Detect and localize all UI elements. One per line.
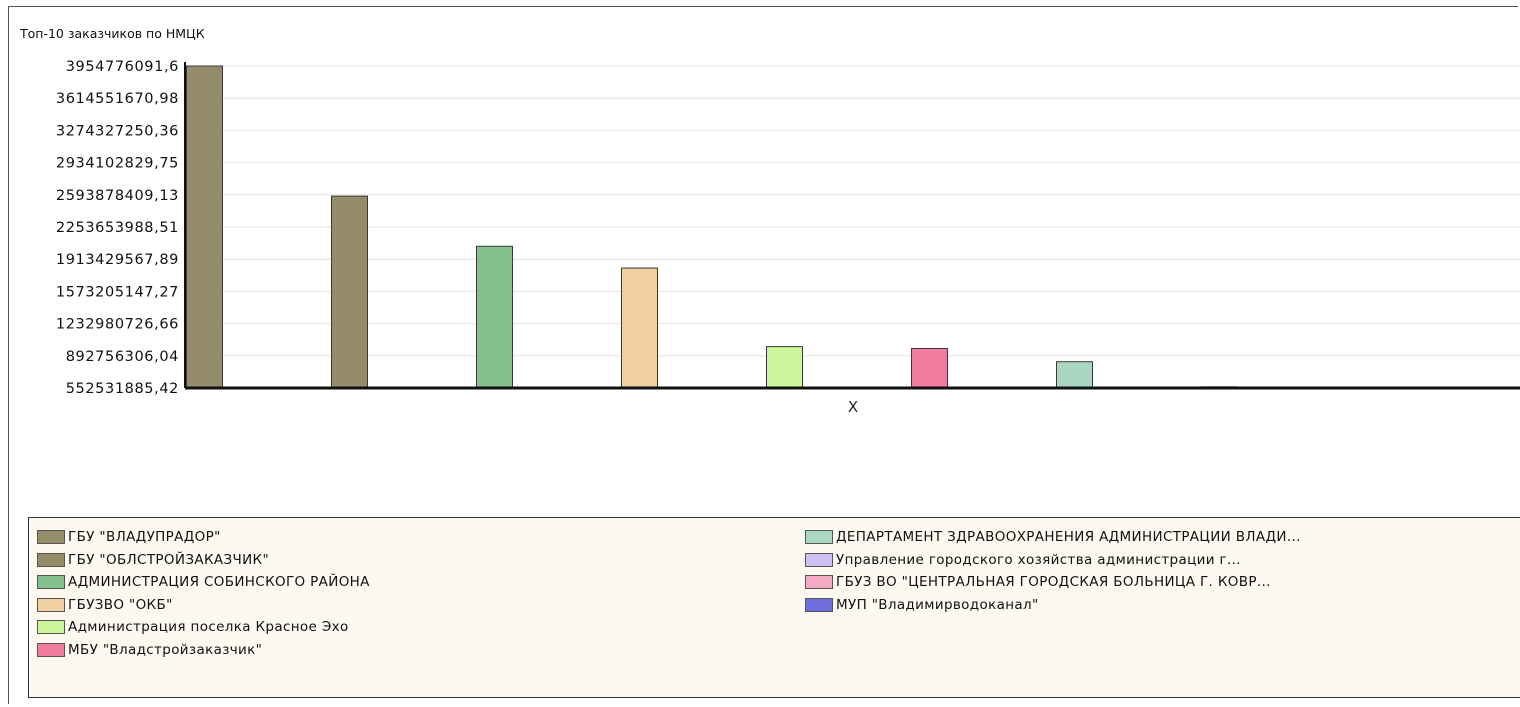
legend-column-right: ДЕПАРТАМЕНТ ЗДРАВООХРАНЕНИЯ АДМИНИСТРАЦИ…	[805, 526, 1301, 616]
y-tick-label: 892756306,04	[66, 349, 179, 365]
legend-swatch	[37, 620, 65, 635]
legend-swatch	[805, 552, 833, 567]
legend-column-left: ГБУ "ВЛАДУПРАДОР" ГБУ "ОБЛСТРОЙЗАКАЗЧИК" А…	[37, 526, 370, 661]
legend-swatch	[37, 642, 65, 657]
legend-swatch	[805, 530, 833, 545]
legend-label: ГБУЗВО "ОКБ"	[68, 596, 173, 613]
bar	[1056, 361, 1093, 389]
legend-item: Управление городского хозяйства админист…	[805, 549, 1301, 572]
legend-swatch	[37, 575, 65, 590]
legend-swatch	[37, 597, 65, 612]
bar	[621, 267, 658, 389]
bar	[186, 65, 223, 389]
legend-item: ДЕПАРТАМЕНТ ЗДРАВООХРАНЕНИЯ АДМИНИСТРАЦИ…	[805, 526, 1301, 549]
chart-frame	[8, 6, 1518, 704]
bar-chart: 3954776091,6 3614551670,98 3274327250,36 29…	[56, 59, 1520, 416]
y-tick-label: 2934102829,75	[56, 156, 179, 172]
y-tick-label: 3274327250,36	[56, 123, 179, 139]
legend-item: Администрация поселка Красное Эхо	[37, 616, 370, 639]
y-tick-label: 2593878409,13	[56, 188, 179, 204]
legend-item: ГБУ "ВЛАДУПРАДОР"	[37, 526, 370, 549]
y-tick-label: 552531885,42	[66, 381, 179, 397]
bar	[476, 245, 513, 389]
y-tick-label: 1232980726,66	[56, 317, 179, 333]
legend: ГБУ "ВЛАДУПРАДОР" ГБУ "ОБЛСТРОЙЗАКАЗЧИК" А…	[28, 517, 1520, 698]
legend-swatch	[805, 597, 833, 612]
legend-label: Администрация поселка Красное Эхо	[68, 619, 349, 636]
y-tick-label: 1573205147,27	[56, 284, 179, 300]
bar	[331, 195, 368, 389]
legend-label: ГБУ "ОБЛСТРОЙЗАКАЗЧИК"	[68, 551, 270, 568]
y-tick-label: 1913429567,89	[56, 252, 179, 268]
legend-label: МУП "Владимирводоканал"	[836, 596, 1039, 613]
legend-item: ГБУЗВО "ОКБ"	[37, 594, 370, 617]
legend-swatch	[37, 552, 65, 567]
legend-label: ГБУЗ ВО "ЦЕНТРАЛЬНАЯ ГОРОДСКАЯ БОЛЬНИЦА …	[836, 574, 1271, 591]
legend-item: АДМИНИСТРАЦИЯ СОБИНСКОГО РАЙОНА	[37, 571, 370, 594]
legend-label: АДМИНИСТРАЦИЯ СОБИНСКОГО РАЙОНА	[68, 574, 370, 591]
legend-item: ГБУ "ОБЛСТРОЙЗАКАЗЧИК"	[37, 549, 370, 572]
legend-label: ГБУ "ВЛАДУПРАДОР"	[68, 529, 221, 546]
legend-label: ДЕПАРТАМЕНТ ЗДРАВООХРАНЕНИЯ АДМИНИСТРАЦИ…	[836, 529, 1301, 546]
x-axis-label: X	[848, 398, 858, 416]
y-tick-label: 3954776091,6	[66, 59, 179, 75]
bar	[766, 346, 803, 389]
legend-label: МБУ "Владстройзаказчик"	[68, 641, 263, 658]
chart-title: Топ-10 заказчиков по НМЦК	[20, 26, 205, 41]
legend-item: ГБУЗ ВО "ЦЕНТРАЛЬНАЯ ГОРОДСКАЯ БОЛЬНИЦА …	[805, 571, 1301, 594]
legend-item: МУП "Владимирводоканал"	[805, 594, 1301, 617]
bar	[911, 347, 948, 389]
legend-item: МБУ "Владстройзаказчик"	[37, 639, 370, 662]
legend-label: Управление городского хозяйства админист…	[836, 551, 1241, 568]
y-tick-label: 3614551670,98	[56, 91, 179, 107]
legend-swatch	[805, 575, 833, 590]
y-tick-label: 2253653988,51	[56, 220, 179, 236]
legend-swatch	[37, 530, 65, 545]
